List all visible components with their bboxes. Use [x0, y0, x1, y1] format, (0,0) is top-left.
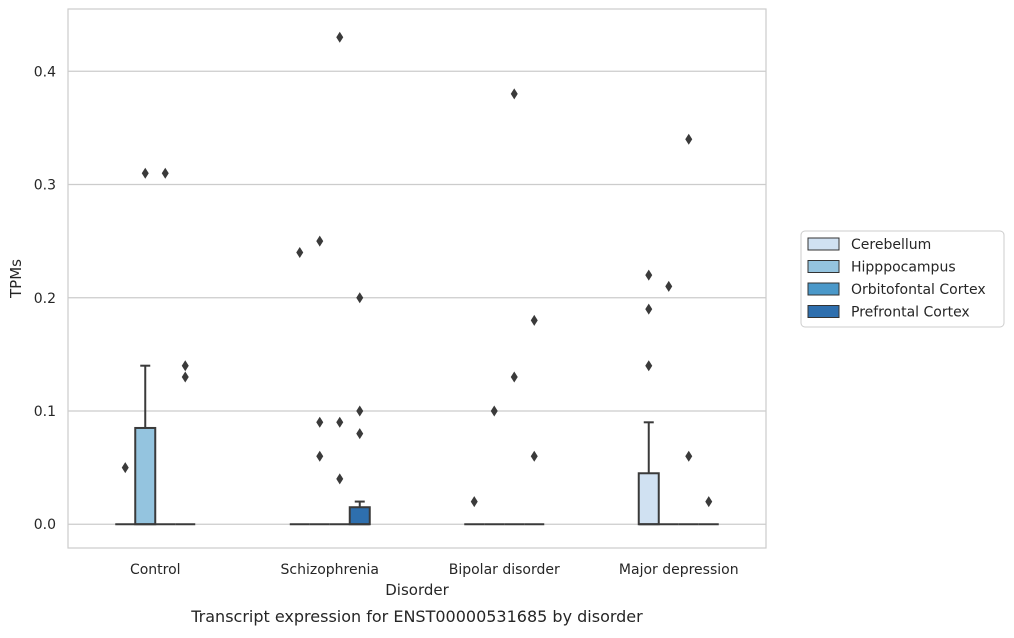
y-tick-label: 0.2 [34, 291, 56, 307]
outlier-point [336, 416, 344, 428]
legend-label: Orbitofontal Cortex [851, 282, 986, 298]
y-axis: 0.0 0.1 0.2 0.3 0.4 [34, 64, 56, 533]
box-iqr [134, 426, 157, 526]
outlier-point [296, 246, 304, 258]
box-hipppocampus [309, 235, 330, 526]
legend-swatch [807, 282, 840, 296]
y-tick-label: 0.3 [34, 178, 56, 194]
outlier-point [645, 303, 653, 315]
box-prefrontal-cortex [524, 314, 545, 526]
x-axis-label: Disorder [385, 581, 449, 599]
outlier-point [121, 462, 129, 474]
legend-swatch [807, 237, 840, 251]
box-cerebellum [289, 246, 310, 526]
outlier-point [336, 473, 344, 485]
outlier-point [530, 450, 538, 462]
legend-swatch [807, 305, 840, 318]
box-cerebellum [637, 269, 660, 526]
outlier-point [705, 496, 713, 508]
x-tick-label: Major depression [619, 562, 739, 578]
plot-frame [67, 8, 767, 549]
outlier-point [685, 133, 693, 145]
outlier-point [356, 405, 364, 417]
x-tick-label: Bipolar disorder [449, 562, 560, 578]
outlier-point [530, 314, 538, 326]
outlier-point [510, 371, 518, 383]
outlier-point [685, 450, 693, 462]
outlier-point [645, 360, 653, 372]
box-orbitofontal-cortex [504, 88, 525, 526]
outlier-point [645, 269, 653, 281]
box-hipppocampus [134, 167, 157, 526]
x-axis: Control Schizophrenia Bipolar disorder Majo… [130, 562, 739, 578]
outlier-point [316, 416, 324, 428]
x-tick-label: Control [130, 562, 181, 578]
outlier-point [181, 371, 189, 383]
outlier-point [510, 88, 518, 100]
legend: Cerebellum Hipppocampus Orbitofontal Corte… [800, 230, 1005, 328]
legend-label: Cerebellum [851, 237, 931, 253]
legend-swatch [807, 260, 840, 273]
chart-caption: Transcript expression for ENST0000053168… [190, 607, 643, 626]
y-tick-label: 0.4 [34, 64, 56, 80]
y-tick-label: 0.0 [34, 517, 56, 533]
box-layer [115, 31, 719, 526]
box-cerebellum [115, 462, 136, 526]
box-hipppocampus [484, 405, 505, 526]
outlier-point [356, 292, 364, 304]
box-iqr [637, 472, 660, 526]
box-prefrontal-cortex [698, 496, 719, 526]
outlier-point [141, 167, 149, 179]
outlier-point [336, 31, 344, 43]
outlier-point [470, 496, 478, 508]
box-orbitofontal-cortex [678, 133, 699, 526]
outlier-point [161, 167, 169, 179]
box-hipppocampus [658, 280, 679, 526]
x-tick-label: Schizophrenia [281, 562, 379, 578]
outlier-point [316, 450, 324, 462]
outlier-point [490, 405, 498, 417]
box-prefrontal-cortex [348, 292, 371, 526]
box-iqr [348, 506, 371, 526]
outlier-point [316, 235, 324, 247]
y-tick-label: 0.1 [34, 404, 56, 420]
box-orbitofontal-cortex [329, 31, 350, 526]
outlier-point [181, 360, 189, 372]
outlier-point [665, 280, 673, 292]
y-axis-label: TPMs [7, 259, 25, 299]
box-prefrontal-cortex [175, 360, 196, 526]
box-cerebellum [464, 496, 485, 526]
legend-frame [800, 230, 1005, 328]
legend-label: Hipppocampus [851, 260, 956, 276]
box-orbitofontal-cortex [155, 167, 176, 526]
outlier-point [356, 428, 364, 440]
legend-label: Prefrontal Cortex [851, 305, 970, 321]
gridlines [68, 70, 766, 525]
